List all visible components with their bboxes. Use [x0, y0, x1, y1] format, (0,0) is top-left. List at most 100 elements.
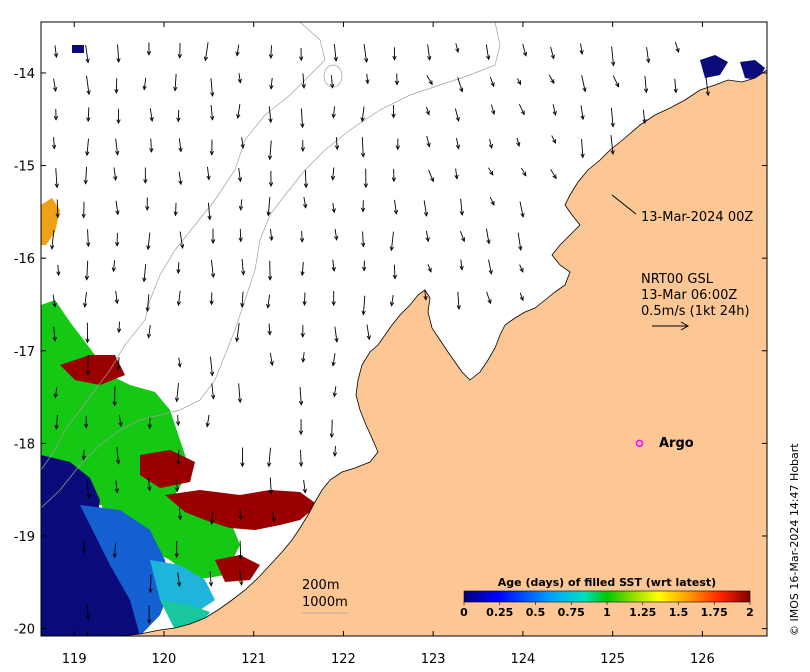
current-vector: [303, 196, 307, 208]
current-vector-head: [116, 365, 121, 371]
current-vector: [362, 231, 364, 247]
current-vector: [363, 44, 368, 63]
current-vector: [301, 230, 303, 242]
current-vector-head: [300, 123, 305, 129]
current-vector-head: [177, 515, 183, 521]
current-vector-head: [269, 84, 274, 90]
current-vector-head: [237, 398, 243, 404]
current-vector-head: [423, 295, 428, 301]
current-vector-head: [428, 80, 433, 86]
current-vector-head: [302, 488, 307, 494]
current-vector-head: [299, 56, 304, 62]
current-vector-head: [175, 421, 181, 427]
current-vector-head: [86, 242, 91, 248]
current-time-label: 13-Mar 06:00Z: [641, 288, 737, 303]
current-vector-head: [239, 580, 244, 586]
current-vector-head: [301, 84, 306, 89]
current-vector-head: [461, 237, 466, 243]
colorbar-ticks: 0 0.25 0.5 0.75 1 1.25 1.5 1.75 2: [460, 602, 754, 619]
current-vector-head: [522, 51, 528, 57]
current-vector: [210, 259, 214, 278]
current-vector-head: [266, 303, 271, 309]
current-vector: [552, 104, 556, 116]
bathy-shoal: [323, 64, 343, 88]
current-vector-head: [333, 56, 338, 62]
current-vector: [299, 387, 302, 405]
current-vector-head: [268, 489, 274, 495]
current-vector-head: [81, 213, 86, 219]
current-vector-head: [392, 55, 397, 61]
current-vector: [488, 167, 494, 176]
current-vector-head: [455, 144, 461, 150]
current-vector-head: [238, 515, 243, 521]
current-vector-head: [84, 275, 90, 281]
current-vector-head: [116, 119, 121, 125]
current-vector: [520, 167, 527, 176]
current-vector-head: [579, 49, 584, 55]
current-vector: [426, 135, 430, 147]
current-vector-head: [389, 301, 395, 307]
current-vector-head: [178, 180, 183, 186]
current-vector-head: [394, 80, 400, 86]
lat-tick-label: -18: [14, 437, 35, 452]
current-vector: [147, 232, 151, 250]
current-vector-head: [455, 48, 460, 54]
current-vector-head: [207, 215, 212, 221]
current-vector-head: [208, 581, 214, 587]
current-vector: [366, 324, 370, 340]
current-vector-head: [236, 114, 241, 120]
current-vector-head: [298, 400, 304, 406]
current-vector-head: [329, 433, 334, 439]
current-vector-head: [86, 493, 91, 499]
current-vector: [54, 387, 58, 398]
current-vector: [117, 44, 120, 62]
colorbar-tick-label: 1: [603, 606, 611, 619]
current-vector-head: [240, 143, 245, 149]
current-vector-head: [301, 358, 306, 363]
current-vector-head: [423, 211, 429, 217]
colorbar-tick-label: 0.75: [558, 606, 585, 619]
current-vector-head: [552, 110, 557, 116]
current-vector: [237, 104, 241, 119]
current-vector-head: [331, 361, 336, 367]
current-vector: [335, 137, 338, 150]
current-vector-head: [54, 424, 59, 430]
current-vector: [86, 138, 89, 156]
sst-patches: [41, 45, 765, 636]
current-vector-head: [425, 110, 430, 116]
current-vector: [268, 323, 271, 335]
current-vector-head: [675, 47, 680, 53]
current-vector-head: [206, 175, 211, 181]
current-vector: [428, 169, 434, 182]
current-vector-head: [427, 55, 432, 61]
current-vector-head: [209, 300, 214, 306]
current-vector: [149, 108, 153, 121]
current-vector-head: [360, 152, 366, 158]
current-vector-head: [490, 200, 495, 206]
current-vector-head: [391, 177, 397, 183]
current-vector-head: [303, 183, 309, 189]
colorbar-tick-label: 0: [460, 606, 468, 619]
current-vector-head: [209, 150, 214, 156]
current-vector-head: [519, 267, 524, 273]
current-vector-head: [145, 206, 150, 211]
current-vector-head: [237, 78, 242, 84]
current-vector: [270, 45, 272, 58]
current-vector: [423, 200, 428, 216]
current-vector-head: [331, 113, 336, 119]
current-vector-head: [267, 276, 273, 281]
current-vector-head: [177, 362, 182, 368]
current-vector: [269, 140, 272, 160]
current-vector-head: [331, 208, 336, 214]
current-vector-head: [147, 424, 152, 430]
current-vector-head: [516, 141, 521, 147]
current-vector: [148, 325, 151, 338]
current-vector: [390, 231, 394, 251]
current-vector: [86, 75, 90, 95]
current-vector-head: [362, 266, 367, 272]
current-vector: [54, 45, 57, 58]
date-label: 13-Mar-2024 00Z: [641, 210, 753, 225]
current-vector-head: [427, 267, 432, 273]
lon-tick-label: 121: [241, 652, 266, 667]
